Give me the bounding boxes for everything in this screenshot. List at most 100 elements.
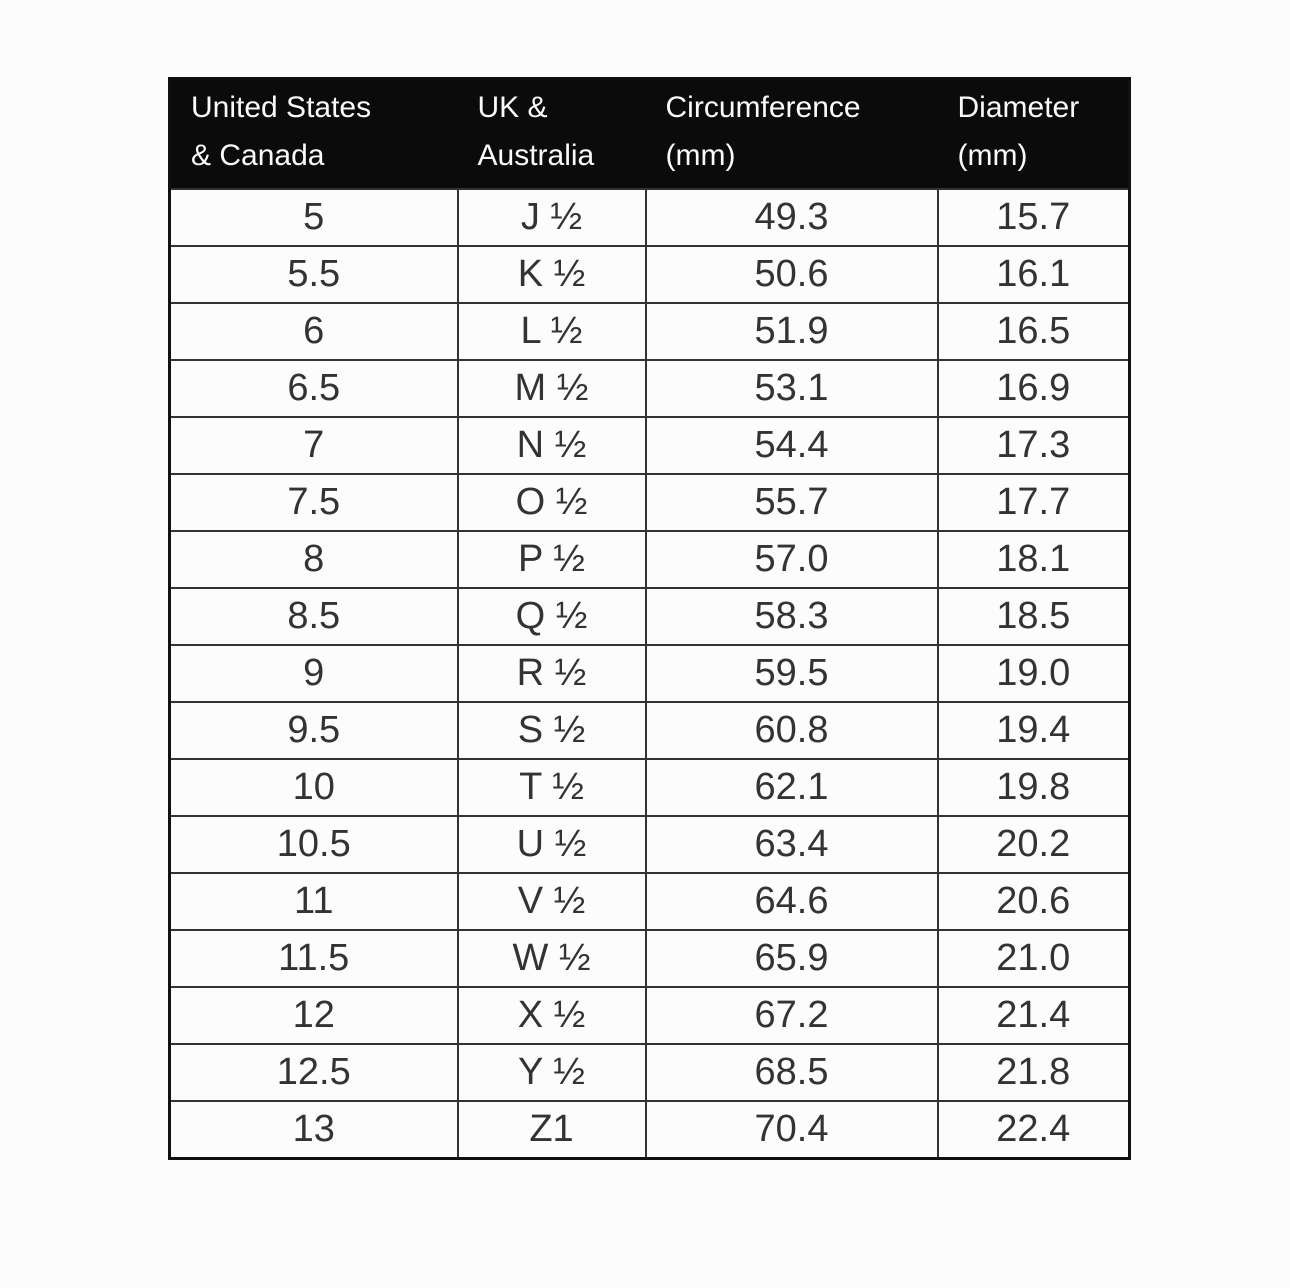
table-cell-diameter: 16.5 [936, 302, 1131, 361]
table-row: 10.5 U ½ 63.4 20.2 [168, 815, 1131, 874]
table-cell-circumference: 63.4 [644, 815, 939, 874]
column-header-line: (mm) [957, 139, 1028, 172]
table-body: 5 J ½ 49.3 15.7 5.5 K ½ 50.6 16.1 6 L ½ … [168, 188, 1131, 1159]
table-cell-diameter: 16.9 [936, 359, 1131, 418]
table-cell-diameter: 15.7 [936, 188, 1131, 247]
table-row: 12.5 Y ½ 68.5 21.8 [168, 1043, 1131, 1102]
table-cell-circumference: 50.6 [644, 245, 939, 304]
table-cell-diameter: 19.4 [936, 701, 1131, 760]
table-cell-circumference: 67.2 [644, 986, 939, 1045]
ring-size-table: United States & Canada UK & Australia Ci… [168, 77, 1131, 1160]
table-cell-circumference: 53.1 [644, 359, 939, 418]
table-cell-diameter: 20.2 [936, 815, 1131, 874]
ring-size-chart: United States & Canada UK & Australia Ci… [168, 77, 1131, 1160]
column-header-diameter: Diameter (mm) [937, 78, 1130, 189]
table-cell-circumference: 51.9 [644, 302, 939, 361]
table-header-row: United States & Canada UK & Australia Ci… [169, 78, 1130, 189]
column-header-line: & Canada [191, 139, 325, 172]
table-cell-circumference: 60.8 [644, 701, 939, 760]
table-cell-uk-size: Q ½ [456, 587, 647, 646]
table-cell-uk-size: V ½ [456, 872, 647, 931]
table-cell-diameter: 19.0 [936, 644, 1131, 703]
table-cell-diameter: 18.5 [936, 587, 1131, 646]
table-cell-diameter: 17.7 [936, 473, 1131, 532]
table-cell-diameter: 16.1 [936, 245, 1131, 304]
table-cell-us-size: 8 [168, 530, 459, 589]
table-row: 11.5 W ½ 65.9 21.0 [168, 929, 1131, 988]
column-header-line: Diameter [957, 91, 1080, 124]
table-cell-us-size: 6 [168, 302, 459, 361]
column-header-line: Australia [477, 139, 595, 172]
table-cell-diameter: 19.8 [936, 758, 1131, 817]
table-cell-uk-size: Z1 [456, 1100, 647, 1159]
table-cell-us-size: 5.5 [168, 245, 459, 304]
table-row: 11 V ½ 64.6 20.6 [168, 872, 1131, 931]
table-cell-us-size: 12 [168, 986, 459, 1045]
table-cell-circumference: 59.5 [644, 644, 939, 703]
table-cell-uk-size: W ½ [456, 929, 647, 988]
table-row: 12 X ½ 67.2 21.4 [168, 986, 1131, 1045]
table-cell-us-size: 9 [168, 644, 459, 703]
table-cell-uk-size: J ½ [456, 188, 647, 247]
table-cell-circumference: 65.9 [644, 929, 939, 988]
column-header-line: United States [191, 91, 372, 124]
table-row: 7.5 O ½ 55.7 17.7 [168, 473, 1131, 532]
table-row: 7 N ½ 54.4 17.3 [168, 416, 1131, 475]
table-row: 6 L ½ 51.9 16.5 [168, 302, 1131, 361]
table-cell-us-size: 9.5 [168, 701, 459, 760]
column-header-us-canada: United States & Canada [169, 78, 458, 189]
table-cell-us-size: 11.5 [168, 929, 459, 988]
table-cell-us-size: 5 [168, 188, 459, 247]
table-cell-diameter: 17.3 [936, 416, 1131, 475]
table-cell-uk-size: S ½ [456, 701, 647, 760]
table-cell-uk-size: U ½ [456, 815, 647, 874]
table-row: 6.5 M ½ 53.1 16.9 [168, 359, 1131, 418]
table-cell-us-size: 10 [168, 758, 459, 817]
column-header-circumference: Circumference (mm) [645, 78, 938, 189]
table-row: 8.5 Q ½ 58.3 18.5 [168, 587, 1131, 646]
table-cell-us-size: 8.5 [168, 587, 459, 646]
table-row: 5.5 K ½ 50.6 16.1 [168, 245, 1131, 304]
table-row: 5 J ½ 49.3 15.7 [168, 188, 1131, 247]
table-row: 9.5 S ½ 60.8 19.4 [168, 701, 1131, 760]
table-cell-us-size: 7 [168, 416, 459, 475]
table-cell-circumference: 58.3 [644, 587, 939, 646]
table-cell-circumference: 49.3 [644, 188, 939, 247]
table-cell-circumference: 57.0 [644, 530, 939, 589]
table-cell-uk-size: M ½ [456, 359, 647, 418]
table-cell-uk-size: P ½ [456, 530, 647, 589]
table-cell-uk-size: L ½ [456, 302, 647, 361]
table-cell-diameter: 21.8 [936, 1043, 1131, 1102]
table-cell-uk-size: R ½ [456, 644, 647, 703]
table-cell-uk-size: Y ½ [456, 1043, 647, 1102]
table-cell-circumference: 64.6 [644, 872, 939, 931]
table-cell-circumference: 70.4 [644, 1100, 939, 1159]
table-cell-diameter: 21.4 [936, 986, 1131, 1045]
table-cell-us-size: 13 [168, 1100, 459, 1159]
table-cell-diameter: 18.1 [936, 530, 1131, 589]
table-cell-uk-size: O ½ [456, 473, 647, 532]
table-cell-us-size: 11 [168, 872, 459, 931]
table-row: 9 R ½ 59.5 19.0 [168, 644, 1131, 703]
table-cell-diameter: 21.0 [936, 929, 1131, 988]
table-cell-us-size: 12.5 [168, 1043, 459, 1102]
table-cell-uk-size: K ½ [456, 245, 647, 304]
table-cell-circumference: 55.7 [644, 473, 939, 532]
table-row: 8 P ½ 57.0 18.1 [168, 530, 1131, 589]
table-row: 13 Z1 70.4 22.4 [168, 1100, 1131, 1159]
column-header-line: Circumference [665, 91, 861, 124]
table-cell-circumference: 68.5 [644, 1043, 939, 1102]
table-cell-diameter: 22.4 [936, 1100, 1131, 1159]
table-cell-uk-size: X ½ [456, 986, 647, 1045]
table-cell-circumference: 62.1 [644, 758, 939, 817]
column-header-uk-australia: UK & Australia [457, 78, 646, 189]
column-header-line: (mm) [665, 139, 736, 172]
table-cell-circumference: 54.4 [644, 416, 939, 475]
table-cell-us-size: 7.5 [168, 473, 459, 532]
table-cell-uk-size: T ½ [456, 758, 647, 817]
table-cell-diameter: 20.6 [936, 872, 1131, 931]
table-cell-us-size: 6.5 [168, 359, 459, 418]
column-header-line: UK & [477, 91, 548, 124]
table-row: 10 T ½ 62.1 19.8 [168, 758, 1131, 817]
